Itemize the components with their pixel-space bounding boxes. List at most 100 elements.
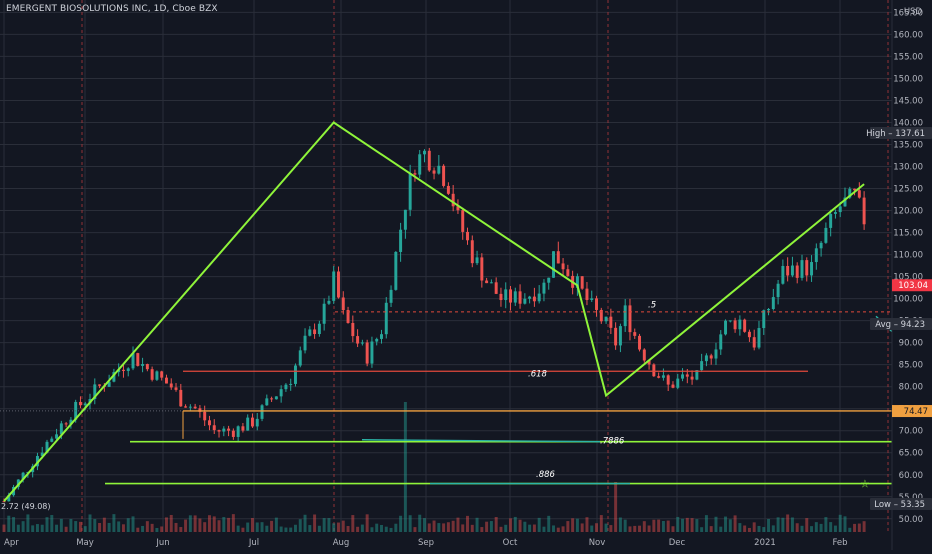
volume-bar bbox=[728, 519, 732, 532]
time-tick-label: Nov bbox=[589, 538, 606, 548]
volume-bar bbox=[590, 525, 594, 532]
fib-label: .886 bbox=[536, 470, 556, 480]
volume-bar bbox=[719, 526, 723, 532]
volume-bar bbox=[346, 526, 350, 532]
volume-bar bbox=[284, 527, 288, 532]
volume-bar bbox=[231, 514, 235, 532]
volume-bar bbox=[604, 523, 608, 532]
price-tick-label: 135.00 bbox=[893, 141, 923, 151]
volume-bar bbox=[203, 522, 207, 532]
candle-body bbox=[671, 384, 675, 388]
candle-body bbox=[790, 265, 794, 276]
volume-bar bbox=[790, 517, 794, 532]
candle-body bbox=[98, 384, 102, 386]
price-tick-label: 145.00 bbox=[893, 96, 923, 106]
volume-bar bbox=[45, 517, 49, 532]
volume-bar bbox=[270, 520, 274, 532]
candle-body bbox=[728, 320, 732, 322]
volume-bar bbox=[724, 516, 728, 532]
candle-body bbox=[212, 425, 216, 431]
volume-bar bbox=[12, 517, 16, 532]
price-tick-label: 110.00 bbox=[893, 251, 923, 261]
candle-body bbox=[45, 441, 49, 453]
volume-bar bbox=[198, 518, 202, 532]
volume-bar bbox=[838, 514, 842, 532]
candle-body bbox=[819, 242, 823, 249]
volume-bar bbox=[289, 527, 293, 532]
volume-bar bbox=[193, 515, 197, 532]
volume-bar bbox=[150, 523, 154, 532]
candle-body bbox=[862, 197, 866, 225]
candle-body bbox=[389, 289, 393, 303]
current-price-tag: 103.04 bbox=[898, 281, 928, 291]
candle-body bbox=[126, 368, 130, 371]
volume-bar bbox=[394, 523, 398, 532]
volume-bar bbox=[265, 525, 269, 532]
price-tick-label: 125.00 bbox=[893, 185, 923, 195]
volume-bar bbox=[107, 522, 111, 532]
candle-body bbox=[523, 298, 527, 304]
candle-body bbox=[341, 297, 345, 311]
candle-body bbox=[317, 323, 321, 335]
price-level-tag: 74.47 bbox=[904, 407, 928, 417]
volume-bar bbox=[690, 518, 694, 532]
volume-bar bbox=[738, 523, 742, 532]
volume-bar bbox=[853, 523, 857, 532]
volume-bar bbox=[389, 527, 393, 532]
volume-bar bbox=[184, 519, 188, 532]
candle-body bbox=[857, 190, 861, 198]
candle-body bbox=[638, 335, 642, 350]
low-tag-bg bbox=[870, 498, 932, 511]
volume-bar bbox=[532, 524, 536, 532]
price-level-tag-bg bbox=[892, 405, 932, 418]
volume-bar bbox=[747, 527, 751, 532]
current-price-tag-bg bbox=[892, 279, 932, 292]
candle-body bbox=[131, 353, 135, 369]
candle-body bbox=[59, 423, 63, 435]
volume-bar bbox=[633, 525, 637, 532]
volume-bar bbox=[370, 527, 374, 532]
volume-bar bbox=[709, 526, 713, 532]
low-tag: Low – 53.35 bbox=[874, 500, 925, 510]
volume-bar bbox=[556, 527, 560, 532]
candle-body bbox=[724, 320, 728, 335]
price-tick-label: 130.00 bbox=[893, 163, 923, 173]
candle-body bbox=[757, 328, 761, 348]
volume-bar bbox=[647, 525, 651, 532]
volume-bar bbox=[217, 520, 221, 532]
candle-body bbox=[494, 282, 498, 294]
candle-body bbox=[231, 430, 235, 437]
volume-bar bbox=[695, 519, 699, 532]
price-tick-label: 50.00 bbox=[899, 515, 923, 525]
volume-bar bbox=[298, 519, 302, 532]
volume-bar bbox=[461, 524, 465, 532]
high-tag-bg bbox=[870, 127, 932, 140]
candle-body bbox=[188, 406, 192, 408]
volume-bar bbox=[814, 522, 818, 532]
candle-body bbox=[776, 283, 780, 298]
volume-bar bbox=[7, 515, 11, 532]
candle-body bbox=[542, 282, 546, 294]
candle-body bbox=[814, 248, 818, 263]
time-tick-label: Aug bbox=[333, 538, 350, 548]
volume-bar bbox=[418, 514, 422, 532]
candle-body bbox=[599, 309, 603, 322]
candle-body bbox=[265, 398, 269, 406]
candle-body bbox=[714, 349, 718, 359]
volume-bar bbox=[561, 526, 565, 532]
candle-body bbox=[642, 349, 646, 361]
volume-bar bbox=[332, 523, 336, 532]
volume-bar bbox=[375, 523, 379, 532]
candle-body bbox=[370, 341, 374, 364]
candle-body bbox=[394, 251, 398, 290]
candle-body bbox=[50, 438, 54, 442]
candle-body bbox=[145, 364, 149, 370]
volume-bar bbox=[618, 517, 622, 532]
volume-bar bbox=[829, 522, 833, 532]
candle-body bbox=[303, 335, 307, 351]
candle-body bbox=[781, 265, 785, 284]
volume-bar bbox=[55, 524, 59, 532]
candle-body bbox=[293, 365, 297, 384]
